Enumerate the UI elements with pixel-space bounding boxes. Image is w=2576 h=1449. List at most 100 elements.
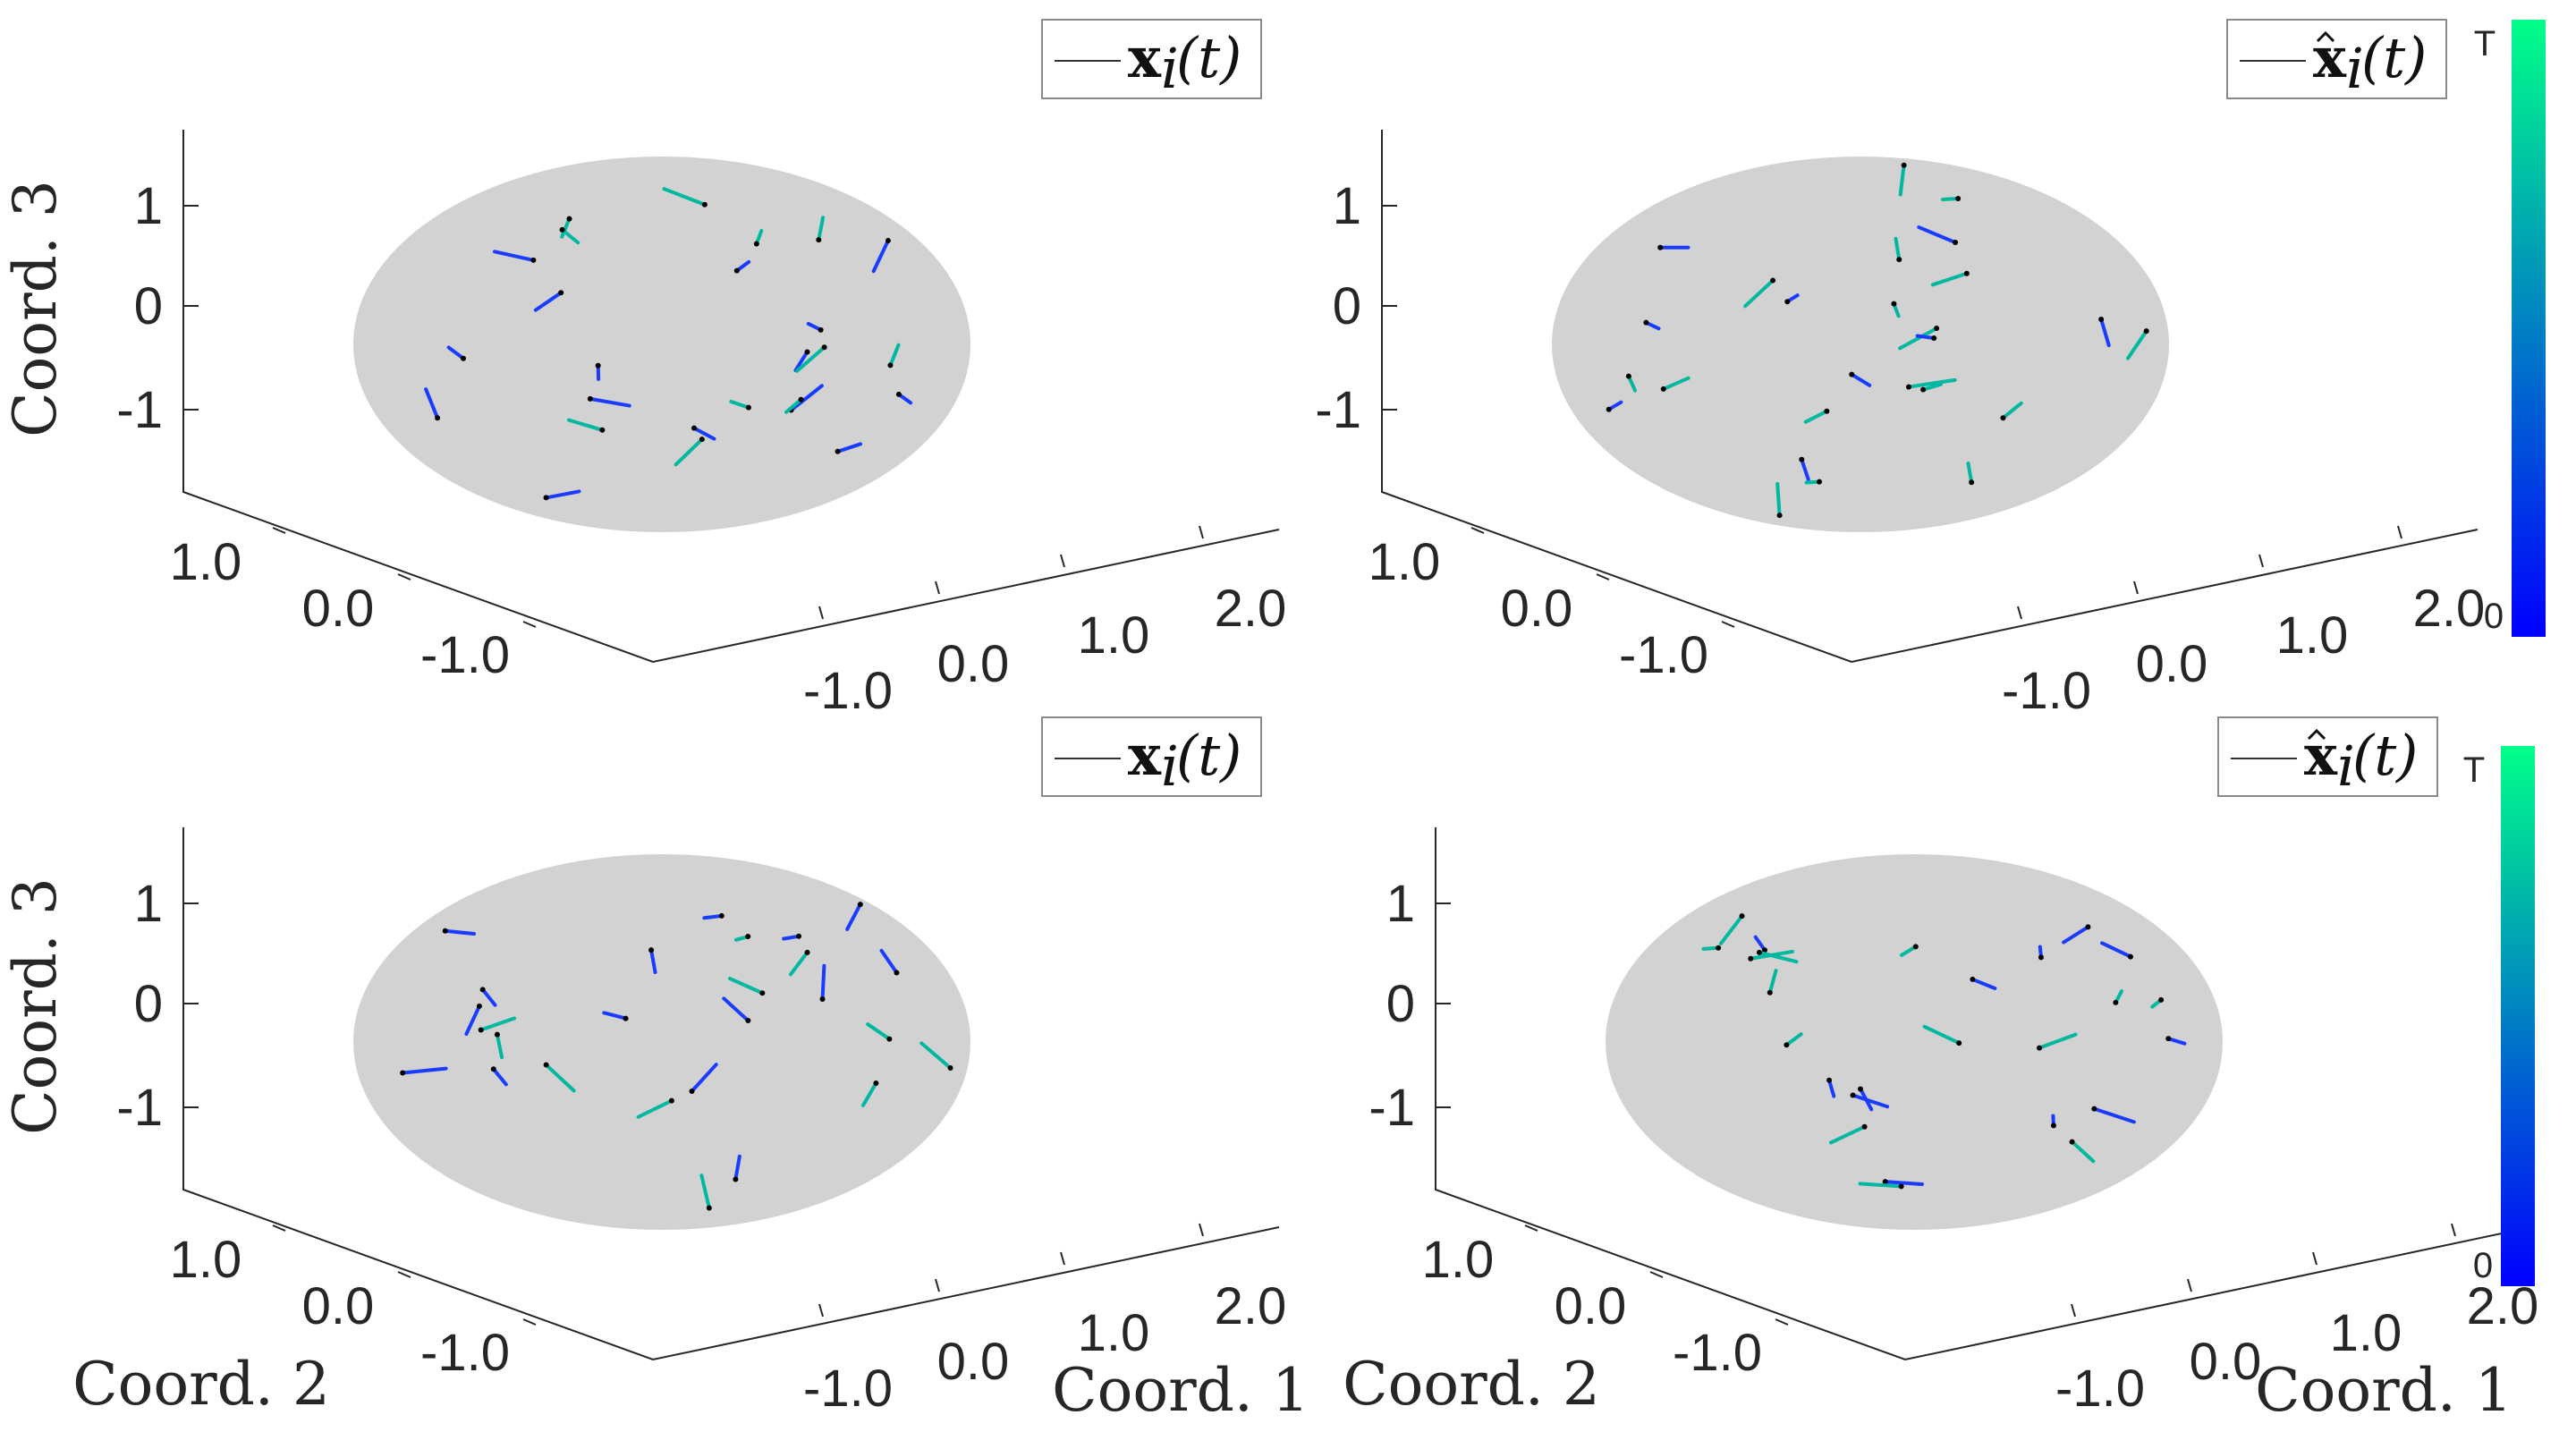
axis-box bbox=[182, 130, 1280, 664]
legend-subscript: i bbox=[2337, 733, 2355, 799]
legend-box bbox=[1041, 716, 1262, 797]
z-tick-label: 0 bbox=[1333, 277, 1361, 335]
trajectory-endpoint bbox=[699, 436, 705, 443]
trajectory-endpoint bbox=[1826, 1077, 1833, 1083]
trajectory-endpoint bbox=[648, 947, 655, 953]
trajectory-endpoint bbox=[691, 425, 698, 431]
legend: x i(t) bbox=[2217, 716, 2438, 799]
axis-box bbox=[182, 827, 1280, 1361]
trajectory-endpoint bbox=[2158, 996, 2165, 1003]
y-tick bbox=[1596, 573, 1610, 580]
trajectory-endpoint bbox=[587, 395, 593, 402]
x-tick bbox=[818, 1303, 824, 1318]
trajectory-endpoint bbox=[566, 216, 572, 222]
trajectory bbox=[1922, 1024, 1962, 1046]
trajectory bbox=[2099, 318, 2111, 348]
trajectory bbox=[2100, 941, 2132, 959]
trajectory bbox=[492, 250, 536, 262]
x-tick-label: -1.0 bbox=[803, 1360, 893, 1418]
trajectory-endpoint bbox=[595, 362, 601, 369]
trajectory bbox=[566, 418, 605, 432]
x-tick bbox=[1199, 525, 1204, 539]
z-tick-label: 1 bbox=[134, 177, 163, 235]
trajectory bbox=[789, 384, 824, 412]
trajectory bbox=[879, 948, 899, 975]
y-tick bbox=[522, 621, 537, 628]
trajectory-endpoint bbox=[887, 362, 894, 369]
trajectory bbox=[588, 396, 631, 408]
trajectory-endpoint bbox=[461, 355, 467, 361]
trajectory bbox=[2070, 1140, 2096, 1164]
trajectory bbox=[789, 950, 809, 977]
trajectory bbox=[871, 239, 890, 274]
z-tick-label: 1 bbox=[1333, 177, 1361, 235]
z-tick-label: -1 bbox=[116, 1079, 163, 1137]
trajectory-endpoint bbox=[1901, 162, 1907, 168]
trajectory-endpoint bbox=[733, 267, 740, 274]
trajectory-endpoint bbox=[543, 1062, 549, 1068]
trajectory bbox=[1784, 1032, 1803, 1047]
legend-hat-mark bbox=[2316, 30, 2335, 43]
trajectory bbox=[495, 1032, 504, 1059]
trajectory bbox=[733, 1154, 741, 1182]
y-tick-label: 0.0 bbox=[302, 1277, 375, 1335]
trajectory bbox=[1775, 481, 1782, 518]
trajectory bbox=[1930, 271, 1969, 287]
x-tick-label: 0.0 bbox=[937, 1333, 1010, 1391]
trajectory bbox=[533, 291, 564, 312]
trajectory-endpoint bbox=[753, 241, 759, 247]
y-tick bbox=[1649, 1271, 1664, 1278]
trajectory bbox=[464, 1004, 481, 1037]
trajectory bbox=[817, 216, 826, 242]
trajectory bbox=[1917, 225, 1958, 245]
trajectory bbox=[699, 1174, 711, 1210]
trajectory bbox=[636, 1098, 674, 1119]
panel-bottom-right: 1 0 -1 1.0 0.0 -1.0 -1.0 0.0 1.0 2.0 Coord. 2 Coord… bbox=[1343, 716, 2538, 1425]
trajectory bbox=[1894, 236, 1902, 262]
z-tick-label: -1 bbox=[116, 381, 163, 439]
trajectory bbox=[560, 216, 572, 239]
legend-subscript: i bbox=[1161, 733, 1179, 799]
y-tick bbox=[272, 1224, 286, 1232]
x-tick bbox=[2071, 1303, 2076, 1318]
trajectory-endpoint bbox=[1963, 270, 1970, 276]
trajectory bbox=[1883, 1180, 1924, 1186]
trajectory bbox=[860, 1080, 878, 1107]
y-tick-label: 1.0 bbox=[1422, 1231, 1495, 1289]
trajectory bbox=[692, 426, 716, 441]
z-tick-label: -1 bbox=[1368, 1079, 1415, 1137]
trajectory-endpoint bbox=[895, 391, 902, 397]
x-tick-label: -1.0 bbox=[2002, 662, 2091, 720]
y-tick bbox=[397, 1271, 411, 1278]
trajectory bbox=[2062, 925, 2090, 945]
y-tick-label: -1.0 bbox=[420, 626, 510, 684]
trajectory bbox=[1898, 163, 1906, 197]
trajectory-endpoint bbox=[559, 226, 565, 233]
x-tick bbox=[2451, 1223, 2456, 1237]
trajectory-endpoint bbox=[745, 1018, 751, 1024]
trajectory-endpoint bbox=[1956, 1040, 1962, 1046]
x-tick-label: 0.0 bbox=[937, 635, 1010, 693]
trajectory-endpoint bbox=[2000, 415, 2006, 421]
trajectory-endpoint bbox=[1739, 913, 1745, 919]
trajectory bbox=[690, 1063, 718, 1093]
trajectory-endpoint bbox=[1625, 373, 1631, 379]
x-tick-label: 0.0 bbox=[2190, 1333, 2262, 1391]
trajectory bbox=[729, 399, 750, 410]
trajectory-endpoint bbox=[886, 1036, 893, 1042]
trajectory bbox=[1921, 382, 1943, 392]
trajectory bbox=[544, 1063, 576, 1093]
trajectory-endpoint bbox=[745, 404, 751, 411]
legend-hat-mark bbox=[2307, 728, 2326, 741]
legend-symbol: x bbox=[2313, 25, 2347, 90]
trajectory-endpoint bbox=[530, 257, 537, 263]
trajectory-endpoint bbox=[543, 495, 549, 501]
trajectory-endpoint bbox=[804, 949, 810, 955]
trajectory-endpoint bbox=[1643, 319, 1649, 326]
trajectory-endpoint bbox=[819, 996, 826, 1002]
y-tick bbox=[1721, 621, 1735, 628]
trajectory bbox=[602, 1011, 628, 1021]
trajectory bbox=[835, 442, 862, 453]
x-tick bbox=[2397, 525, 2402, 539]
